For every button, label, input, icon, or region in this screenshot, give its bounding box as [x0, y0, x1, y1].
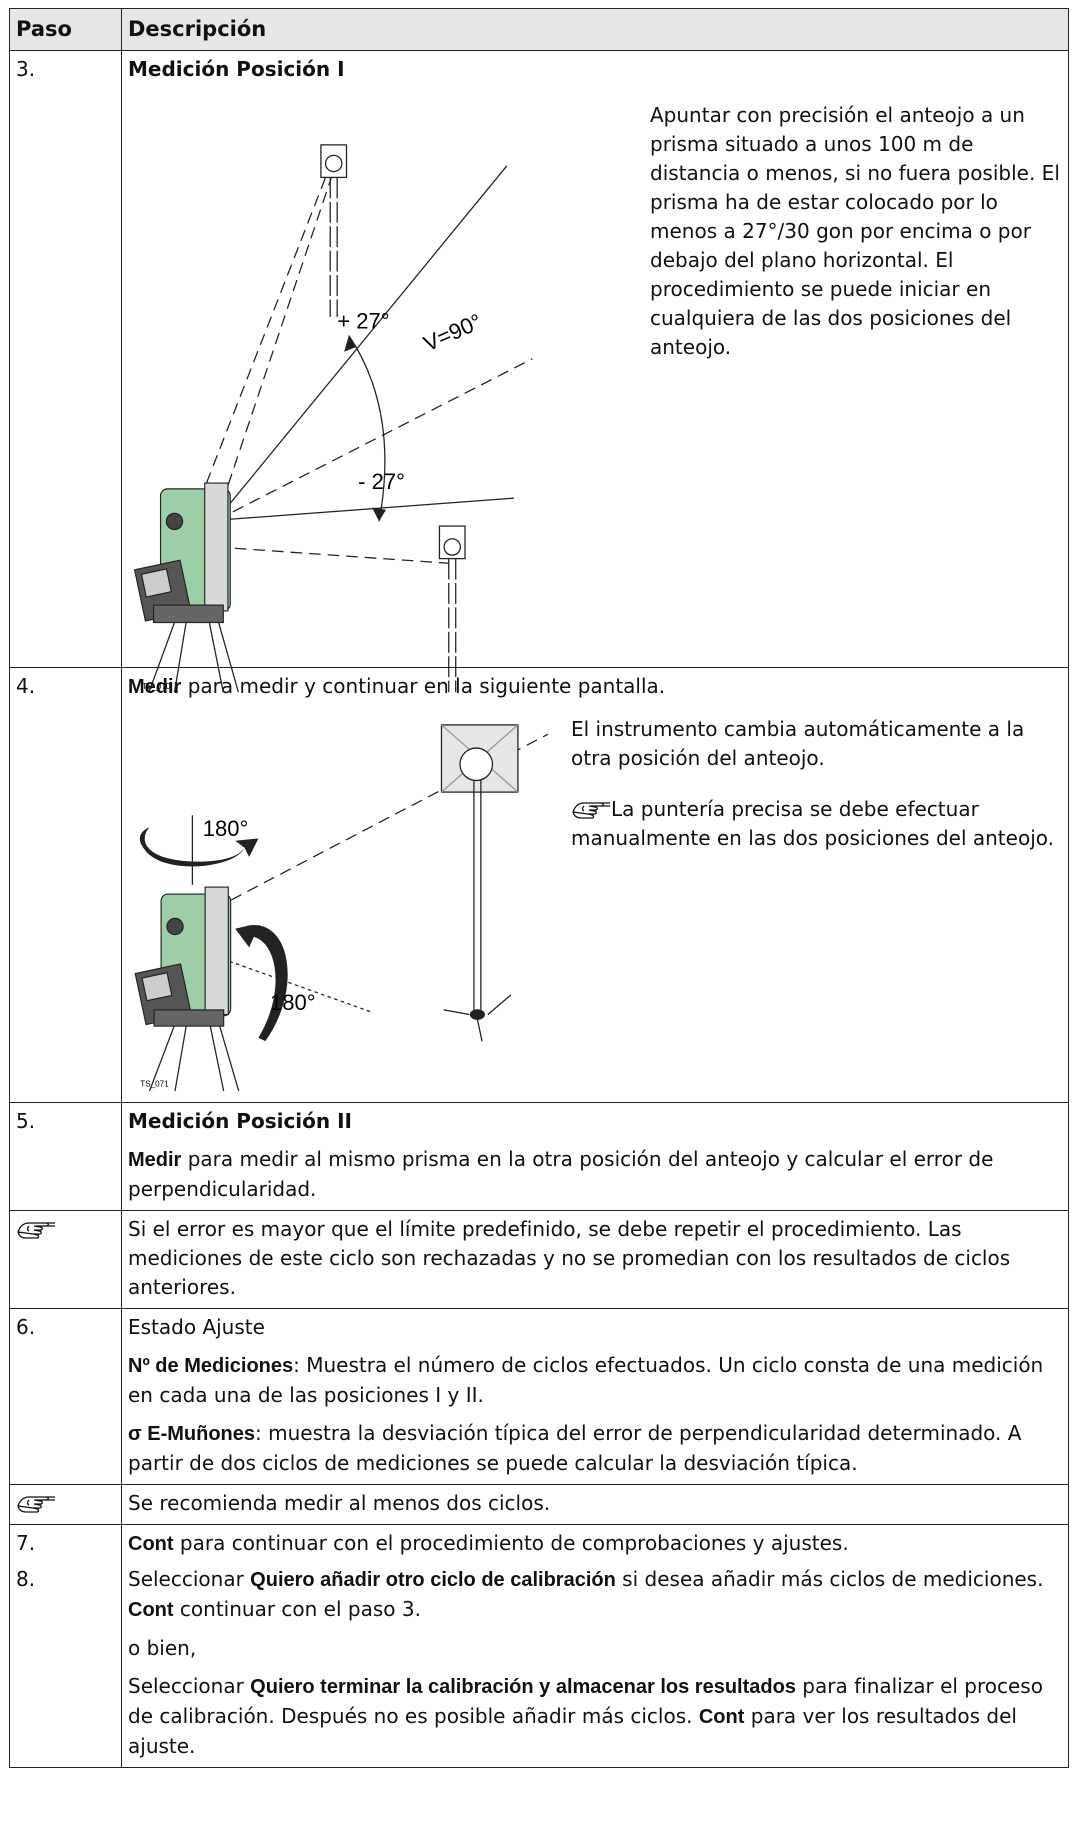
bold-text: Quiero añadir otro ciclo de calibración: [250, 1569, 616, 1591]
angle-label: 180°: [270, 990, 316, 1015]
angle-label: + 27°: [337, 309, 389, 334]
bold-text: Nº de Mediciones: [128, 1355, 294, 1377]
description-cell: Cont para continuar con el procedimiento…: [121, 1524, 1069, 1561]
step-number: 3.: [16, 57, 36, 81]
angle-label: 180°: [203, 816, 249, 841]
step-row: Se recomienda medir al menos dos ciclos.: [9, 1484, 1069, 1525]
header-description: Descripción: [121, 8, 1069, 51]
description-cell: Estado Ajuste Nº de Mediciones: Muestra e…: [121, 1308, 1069, 1485]
step-row: 3. Medición Posición I: [9, 50, 1069, 693]
note-paragraph: El instrumento cambia automáticamente a …: [571, 715, 1063, 773]
hand-icon: [17, 1222, 55, 1239]
text: continuar con el paso 3.: [173, 1597, 421, 1621]
text: : Muestra el número de ciclos efectuados…: [128, 1353, 1044, 1407]
paragraph: Medición Posición II: [128, 1107, 1062, 1136]
text: El instrumento cambia automáticamente a …: [571, 717, 1025, 770]
text: para ver los resultados del ajuste.: [128, 1704, 1017, 1758]
paragraph: Cont para continuar con el procedimiento…: [128, 1529, 1062, 1559]
step-cell: [9, 1484, 122, 1525]
bold-text: Medición Posición II: [128, 1109, 352, 1133]
bold-text: Quiero terminar la calibración y almacen…: [250, 1676, 796, 1698]
step-row: 6. Estado Ajuste Nº de Mediciones: Muestra…: [9, 1308, 1069, 1485]
text: : muestra la desviación típica del error…: [128, 1421, 1022, 1475]
step-cell: 3.: [9, 50, 122, 668]
figure-measurement-face-1: + 27° V=90° - 27° TS_070: [133, 144, 533, 693]
text: Estado Ajuste: [128, 1315, 265, 1339]
bold-text: Medir: [128, 676, 182, 698]
step-cell: 4.: [9, 667, 122, 1103]
step-cell: 8.: [9, 1561, 122, 1768]
text: Seleccionar: [128, 1567, 251, 1591]
text: Apuntar con precisión el anteojo a un pr…: [650, 103, 1060, 359]
description-cell: Si el error es mayor que el límite prede…: [121, 1210, 1069, 1309]
figure-block: 180° 180° TS_071 El instrumento cambia a…: [128, 711, 1062, 1096]
text: para medir y continuar en la siguiente p…: [181, 674, 666, 698]
text: Se recomienda medir al menos dos ciclos.: [128, 1491, 551, 1515]
step-row: 5. Medición Posición II Medir para medir a…: [9, 1102, 1069, 1211]
figure-block: + 27° V=90° - 27° TS_070 Apuntar con pre…: [128, 93, 1064, 693]
text: para continuar con el procedimiento de c…: [173, 1531, 849, 1555]
paragraph: σ E-Muñones: muestra la desviación típic…: [128, 1419, 1062, 1478]
text: si desea añadir más ciclos de mediciones…: [615, 1567, 1044, 1591]
hand-icon: [17, 1496, 55, 1513]
step-row: Si el error es mayor que el límite prede…: [9, 1210, 1069, 1309]
step-row: 8. Seleccionar Quiero añadir otro ciclo d…: [9, 1561, 1069, 1768]
bold-text: Cont: [128, 1599, 174, 1621]
step-row: 4. Medir para medir y continuar en la sig…: [9, 667, 1069, 1103]
description-cell: Medición Posición I: [121, 50, 1069, 693]
paragraph: Seleccionar Quiero añadir otro ciclo de …: [128, 1565, 1062, 1625]
bold-text: Medir: [128, 1149, 182, 1171]
step-number: 7.: [16, 1531, 36, 1555]
figure-change-face: 180° 180° TS_071: [134, 724, 549, 1091]
bold-text: Medición Posición I: [128, 57, 345, 81]
step-number: 6.: [16, 1315, 36, 1339]
figure-code: TS_071: [140, 1079, 169, 1088]
header-step: Paso: [9, 8, 122, 51]
text: o bien,: [128, 1636, 197, 1660]
angle-label: V=90°: [420, 309, 486, 357]
paragraph: Nº de Mediciones: Muestra el número de c…: [128, 1351, 1062, 1410]
angle-label: - 27°: [358, 469, 405, 494]
step-cell: 5.: [9, 1102, 122, 1211]
step-cell: 7.: [9, 1524, 122, 1561]
hand-icon: [572, 802, 610, 819]
step-number: 8.: [16, 1567, 36, 1591]
bold-text: σ E-Muñones: [128, 1423, 256, 1445]
step-number: 4.: [16, 674, 36, 698]
paragraph: Medición Posición I: [128, 55, 1062, 84]
paragraph: Seleccionar Quiero terminar la calibraci…: [128, 1672, 1062, 1761]
figure-code: TS_070: [142, 682, 171, 691]
text: Seleccionar: [128, 1674, 251, 1698]
paragraph: Si el error es mayor que el límite prede…: [128, 1215, 1062, 1302]
description-cell: Seleccionar Quiero añadir otro ciclo de …: [121, 1561, 1069, 1768]
bold-text: Cont: [128, 1533, 174, 1555]
description-cell: Medición Posición II Medir para medir al …: [121, 1102, 1069, 1211]
text: Si el error es mayor que el límite prede…: [128, 1217, 1011, 1299]
paragraph: Medir para medir al mismo prisma en la o…: [128, 1145, 1062, 1204]
figure-note: Apuntar con precisión el anteojo a un pr…: [650, 101, 1064, 384]
text: La puntería precisa se debe efectuar man…: [571, 797, 1054, 850]
paragraph: Se recomienda medir al menos dos ciclos.: [128, 1489, 1062, 1518]
procedure-table: Paso Descripción 3. Medición Posición I: [9, 8, 1069, 1768]
description-cell: Medir para medir y continuar en la sigui…: [121, 667, 1069, 1103]
header-row: Paso Descripción: [9, 8, 1069, 51]
paragraph: Estado Ajuste: [128, 1313, 1062, 1342]
paragraph: Medir para medir y continuar en la sigui…: [128, 672, 1062, 702]
table-body: 3. Medición Posición I: [9, 50, 1069, 1768]
note-paragraph: Apuntar con precisión el anteojo a un pr…: [650, 101, 1064, 362]
figure-note: El instrumento cambia automáticamente a …: [571, 715, 1063, 875]
step-number: 5.: [16, 1109, 36, 1133]
step-cell: 6.: [9, 1308, 122, 1485]
description-cell: Se recomienda medir al menos dos ciclos.: [121, 1484, 1069, 1525]
text: para finalizar el proceso de calibración…: [128, 1674, 1043, 1728]
paragraph: o bien,: [128, 1634, 1062, 1663]
note-paragraph: La puntería precisa se debe efectuar man…: [571, 795, 1063, 853]
step-cell: [9, 1210, 122, 1309]
bold-text: Cont: [698, 1706, 745, 1728]
text: para medir al mismo prisma en la otra po…: [128, 1147, 994, 1201]
step-row: 7. Cont para continuar con el procedimien…: [9, 1524, 1069, 1561]
